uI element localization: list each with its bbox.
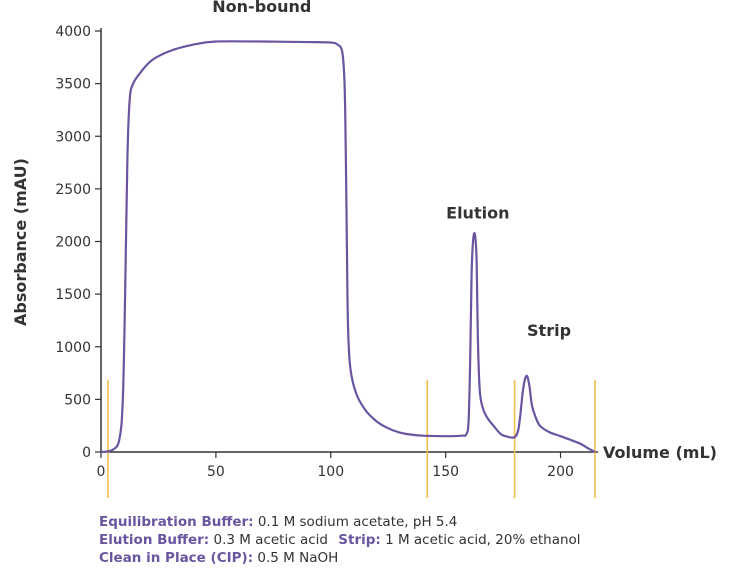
strip-value: 1 M acetic acid, 20% ethanol [385,532,581,548]
y-tick-label: 1000 [55,340,91,356]
peak-label: Elution [446,203,509,222]
y-tick-label: 3500 [55,77,91,93]
x-tick-label: 100 [317,464,344,480]
x-axis-title: Volume (mL) [603,443,717,462]
y-tick-label: 4000 [55,24,91,40]
buffer-legend: Equilibration Buffer: 0.1 M sodium aceta… [99,513,581,567]
legend-line-3: Clean in Place (CIP): 0.5 M NaOH [99,549,581,567]
chromatogram-chart: 0 500 1000 1500 2000 2500 3000 3500 4000 0 50 100 15… [11,0,717,498]
peak-label: Non-bound [212,0,311,16]
y-tick-label: 2000 [55,235,91,251]
absorbance-curve [100,40,596,454]
ticks: 0 500 1000 1500 2000 2500 3000 3500 4000 0 50 100 15… [55,24,574,480]
strip-key: Strip: [338,532,381,548]
peak-annotations: Non-bound Elution Strip [212,0,571,340]
equilibration-buffer-value: 0.1 M sodium acetate, pH 5.4 [257,514,458,530]
y-tick-label: 3000 [55,129,91,145]
y-tick-label: 2500 [55,182,91,198]
equilibration-buffer-key: Equilibration Buffer: [99,514,254,530]
x-tick-label: 50 [207,464,225,480]
y-tick-label: 1500 [55,287,91,303]
cip-value: 0.5 M NaOH [257,550,339,566]
x-tick-label: 150 [432,464,459,480]
legend-line-2: Elution Buffer: 0.3 M acetic acid Strip:… [99,531,581,549]
x-tick-label: 0 [97,464,106,480]
legend-line-1: Equilibration Buffer: 0.1 M sodium aceta… [99,513,581,531]
buffer-boundary-markers [107,380,596,498]
cip-key: Clean in Place (CIP): [99,550,254,566]
y-tick-label: 0 [82,445,91,461]
peak-label: Strip [527,321,571,340]
elution-buffer-value: 0.3 M acetic acid [213,532,328,548]
x-tick-label: 200 [547,464,574,480]
elution-buffer-key: Elution Buffer: [99,532,210,548]
y-tick-label: 500 [64,392,91,408]
y-axis-title: Absorbance (mAU) [11,158,30,326]
